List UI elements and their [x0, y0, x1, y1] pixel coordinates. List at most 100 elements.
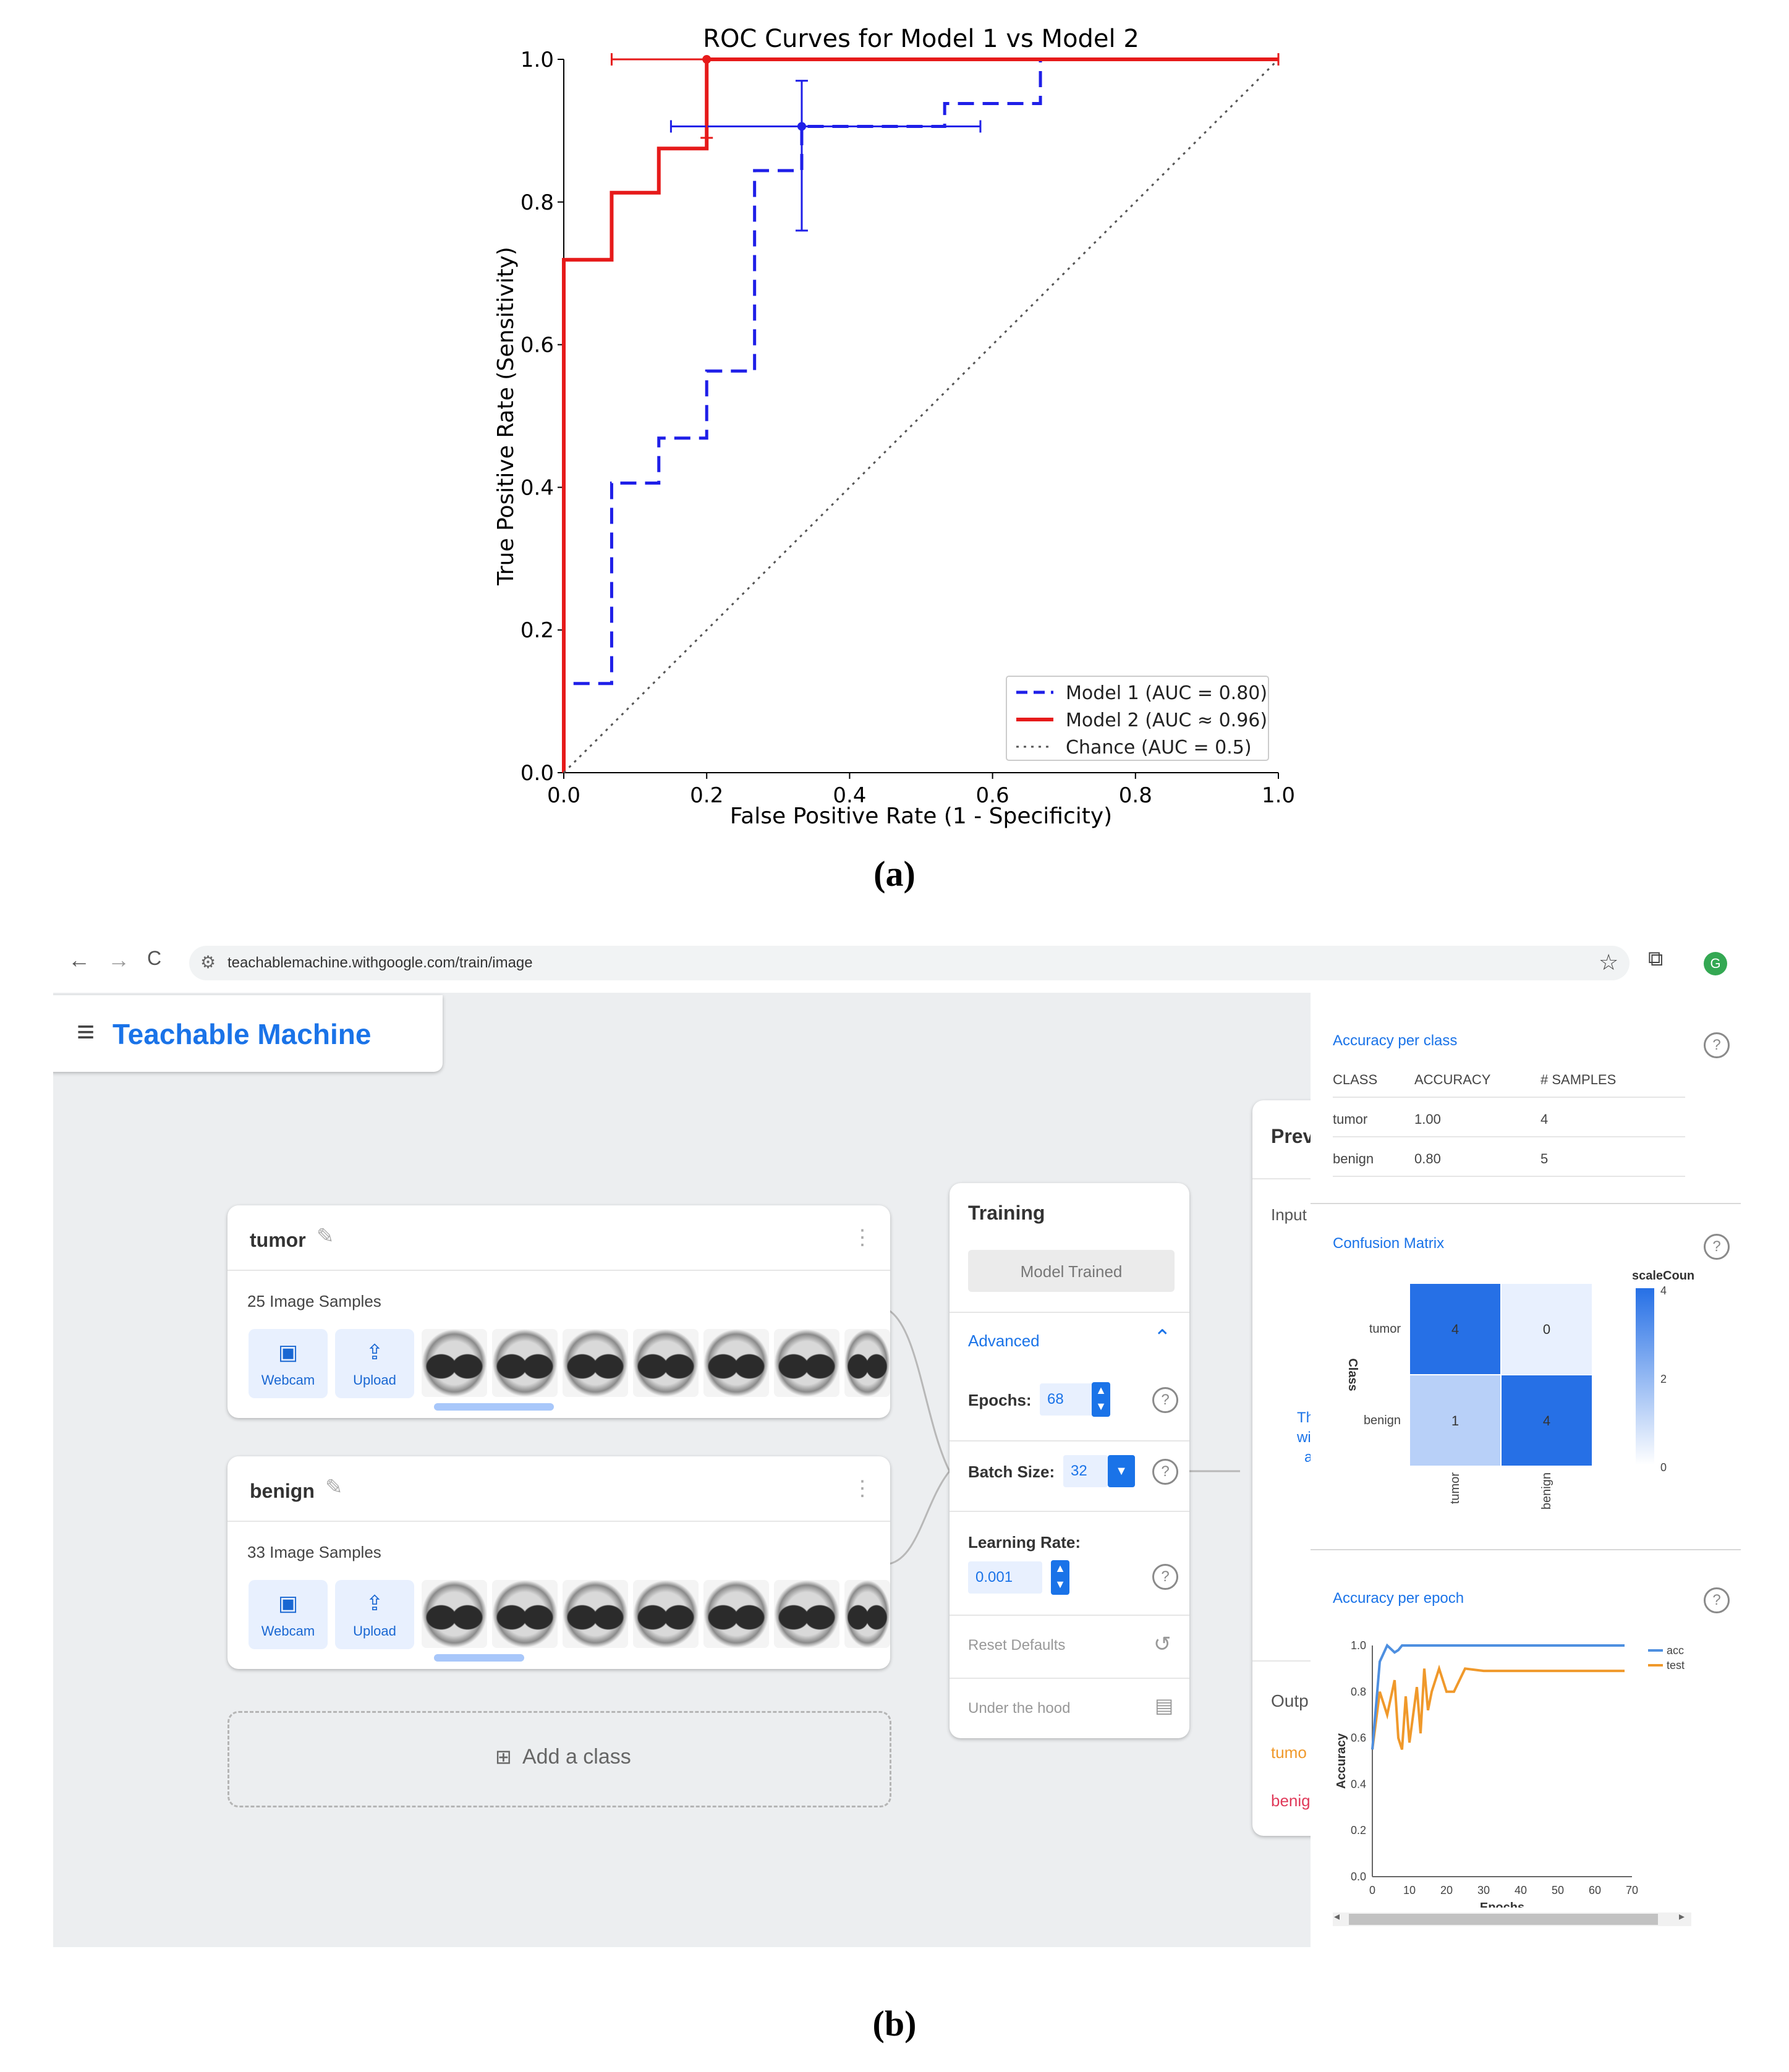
scale-tick-label: 4: [1660, 1284, 1667, 1297]
y-tick-label: 1.0: [1351, 1639, 1366, 1652]
matrix-cell-value: 4: [1451, 1322, 1459, 1337]
horizontal-scrollbar[interactable]: ◂ ▸: [1333, 1910, 1691, 1926]
forward-icon[interactable]: →: [108, 947, 130, 972]
reset-defaults-button[interactable]: Reset Defaults: [968, 1637, 1066, 1654]
x-tick-label: 0.4: [833, 783, 866, 808]
image-sample-thumbnail[interactable]: [774, 1580, 839, 1648]
thumbnail-scrollbar[interactable]: [434, 1654, 524, 1662]
image-sample-thumbnail[interactable]: [633, 1580, 699, 1648]
extensions-icon[interactable]: ⧉: [1648, 947, 1664, 970]
class-card-tumor: tumor ✎ ⋮ 25 Image Samples ▣ Webcam ⇪ Uplo…: [227, 1205, 890, 1418]
output-class-tumor: tumo: [1271, 1743, 1307, 1762]
column-label: benign: [1540, 1472, 1553, 1509]
x-tick-label: 50: [1552, 1884, 1564, 1896]
roc-chart: 0.0 0.2 0.4 0.6 0.8 1.0 0.0 0.2 0.4 0.6 0.8 1.0 ROC …: [493, 25, 1295, 829]
y-tick-label: 0.8: [521, 190, 554, 215]
class-name[interactable]: tumor: [250, 1229, 306, 1251]
edit-pencil-icon[interactable]: ✎: [317, 1225, 334, 1248]
image-sample-thumbnail[interactable]: [633, 1329, 699, 1397]
image-sample-thumbnail[interactable]: [844, 1329, 890, 1397]
image-sample-thumbnail[interactable]: [703, 1329, 769, 1397]
batch-size-select[interactable]: 32: [1063, 1455, 1108, 1487]
train-accuracy-line: [1371, 1643, 1625, 1750]
webcam-button[interactable]: ▣ Webcam: [249, 1329, 328, 1398]
class-name[interactable]: benign: [250, 1480, 315, 1502]
preview-title: Prev: [1271, 1125, 1314, 1147]
test-accuracy-line: [1371, 1664, 1625, 1750]
chart-icon[interactable]: ▤: [1155, 1694, 1174, 1717]
help-icon[interactable]: ?: [1152, 1459, 1178, 1485]
epochs-input[interactable]: 68: [1040, 1383, 1095, 1416]
image-sample-thumbnail[interactable]: [492, 1329, 558, 1397]
more-options-icon[interactable]: ⋮: [852, 1477, 873, 1500]
legend-label: Model 2 (AUC ≈ 0.96): [1066, 710, 1267, 731]
learning-rate-stepper[interactable]: ▲ ▼: [1051, 1560, 1069, 1595]
url-field[interactable]: ⚙ teachablemachine.withgoogle.com/train/…: [189, 946, 1630, 980]
image-sample-thumbnail[interactable]: [422, 1329, 487, 1397]
image-sample-thumbnail[interactable]: [492, 1580, 558, 1648]
caption-b: (b): [872, 2003, 917, 2044]
thumbnail-scrollbar[interactable]: [434, 1403, 554, 1411]
input-label: Input: [1271, 1205, 1307, 1224]
site-info-icon[interactable]: ⚙: [200, 953, 216, 972]
webcam-button[interactable]: ▣ Webcam: [249, 1580, 328, 1649]
advanced-toggle[interactable]: Advanced: [968, 1331, 1040, 1350]
matrix-cell-value: 0: [1543, 1322, 1550, 1337]
chart-title: ROC Curves for Model 1 vs Model 2: [703, 25, 1139, 53]
help-icon[interactable]: ?: [1704, 1234, 1730, 1260]
app-title[interactable]: Teachable Machine: [113, 1018, 372, 1050]
bookmark-star-icon[interactable]: ☆: [1599, 949, 1619, 975]
add-class-label: Add a class: [522, 1745, 631, 1768]
profile-avatar[interactable]: G: [1704, 952, 1727, 975]
image-sample-thumbnail[interactable]: [774, 1329, 839, 1397]
image-sample-thumbnail[interactable]: [844, 1580, 890, 1648]
upload-button[interactable]: ⇪ Upload: [335, 1329, 414, 1398]
table-cell: tumor: [1333, 1111, 1368, 1127]
upload-button[interactable]: ⇪ Upload: [335, 1580, 414, 1649]
chevron-up-icon[interactable]: ⌃: [1154, 1326, 1171, 1349]
upload-label: Upload: [353, 1372, 396, 1388]
epochs-label: Epochs:: [968, 1391, 1032, 1409]
reload-icon[interactable]: C: [147, 947, 162, 969]
model-trained-button[interactable]: Model Trained: [968, 1250, 1175, 1292]
help-icon[interactable]: ?: [1704, 1587, 1730, 1613]
scroll-right-icon[interactable]: ▸: [1679, 1910, 1685, 1922]
accuracy-per-epoch-title: Accuracy per epoch: [1333, 1590, 1464, 1607]
y-axis-label: Accuracy: [1335, 1733, 1348, 1789]
image-sample-thumbnail[interactable]: [563, 1329, 628, 1397]
scrollbar-thumb[interactable]: [1349, 1914, 1658, 1925]
help-icon[interactable]: ?: [1152, 1387, 1178, 1413]
under-the-hood-button[interactable]: Under the hood: [968, 1700, 1071, 1717]
help-icon[interactable]: ?: [1152, 1564, 1178, 1590]
matrix-cell: [1409, 1374, 1502, 1467]
x-tick-label: 0.6: [976, 783, 1009, 808]
image-sample-thumbnail[interactable]: [422, 1580, 487, 1648]
more-options-icon[interactable]: ⋮: [852, 1226, 873, 1249]
learning-rate-input[interactable]: 0.001: [968, 1561, 1042, 1594]
image-sample-thumbnail[interactable]: [703, 1580, 769, 1648]
epochs-stepper[interactable]: ▲ ▼: [1092, 1382, 1110, 1417]
y-tick-label: 0.6: [521, 333, 554, 358]
add-class-button[interactable]: ⊞ Add a class: [227, 1711, 891, 1807]
column-label: tumor: [1448, 1472, 1462, 1504]
scroll-left-icon[interactable]: ◂: [1334, 1910, 1340, 1922]
menu-icon[interactable]: ≡: [77, 1014, 95, 1049]
upload-icon: ⇪: [365, 1341, 384, 1364]
history-icon[interactable]: ↺: [1154, 1633, 1171, 1656]
epochs-value: 68: [1047, 1391, 1064, 1408]
legend-label: Chance (AUC = 0.5): [1066, 737, 1252, 758]
x-tick-label: 40: [1515, 1884, 1527, 1896]
video-camera-icon: ▣: [278, 1341, 299, 1364]
chevron-down-icon[interactable]: ▼: [1108, 1455, 1135, 1487]
y-axis-label: Class: [1346, 1358, 1359, 1391]
y-tick-label: 0.6: [1351, 1732, 1366, 1744]
x-tick-label: 1.0: [1262, 783, 1295, 808]
webcam-label: Webcam: [261, 1623, 315, 1639]
back-icon[interactable]: ←: [68, 947, 90, 972]
image-sample-thumbnail[interactable]: [563, 1580, 628, 1648]
table-cell: benign: [1333, 1151, 1374, 1166]
help-icon[interactable]: ?: [1704, 1032, 1730, 1058]
legend-label: test: [1667, 1659, 1685, 1671]
col-accuracy: ACCURACY: [1414, 1072, 1491, 1087]
edit-pencil-icon[interactable]: ✎: [325, 1475, 343, 1499]
